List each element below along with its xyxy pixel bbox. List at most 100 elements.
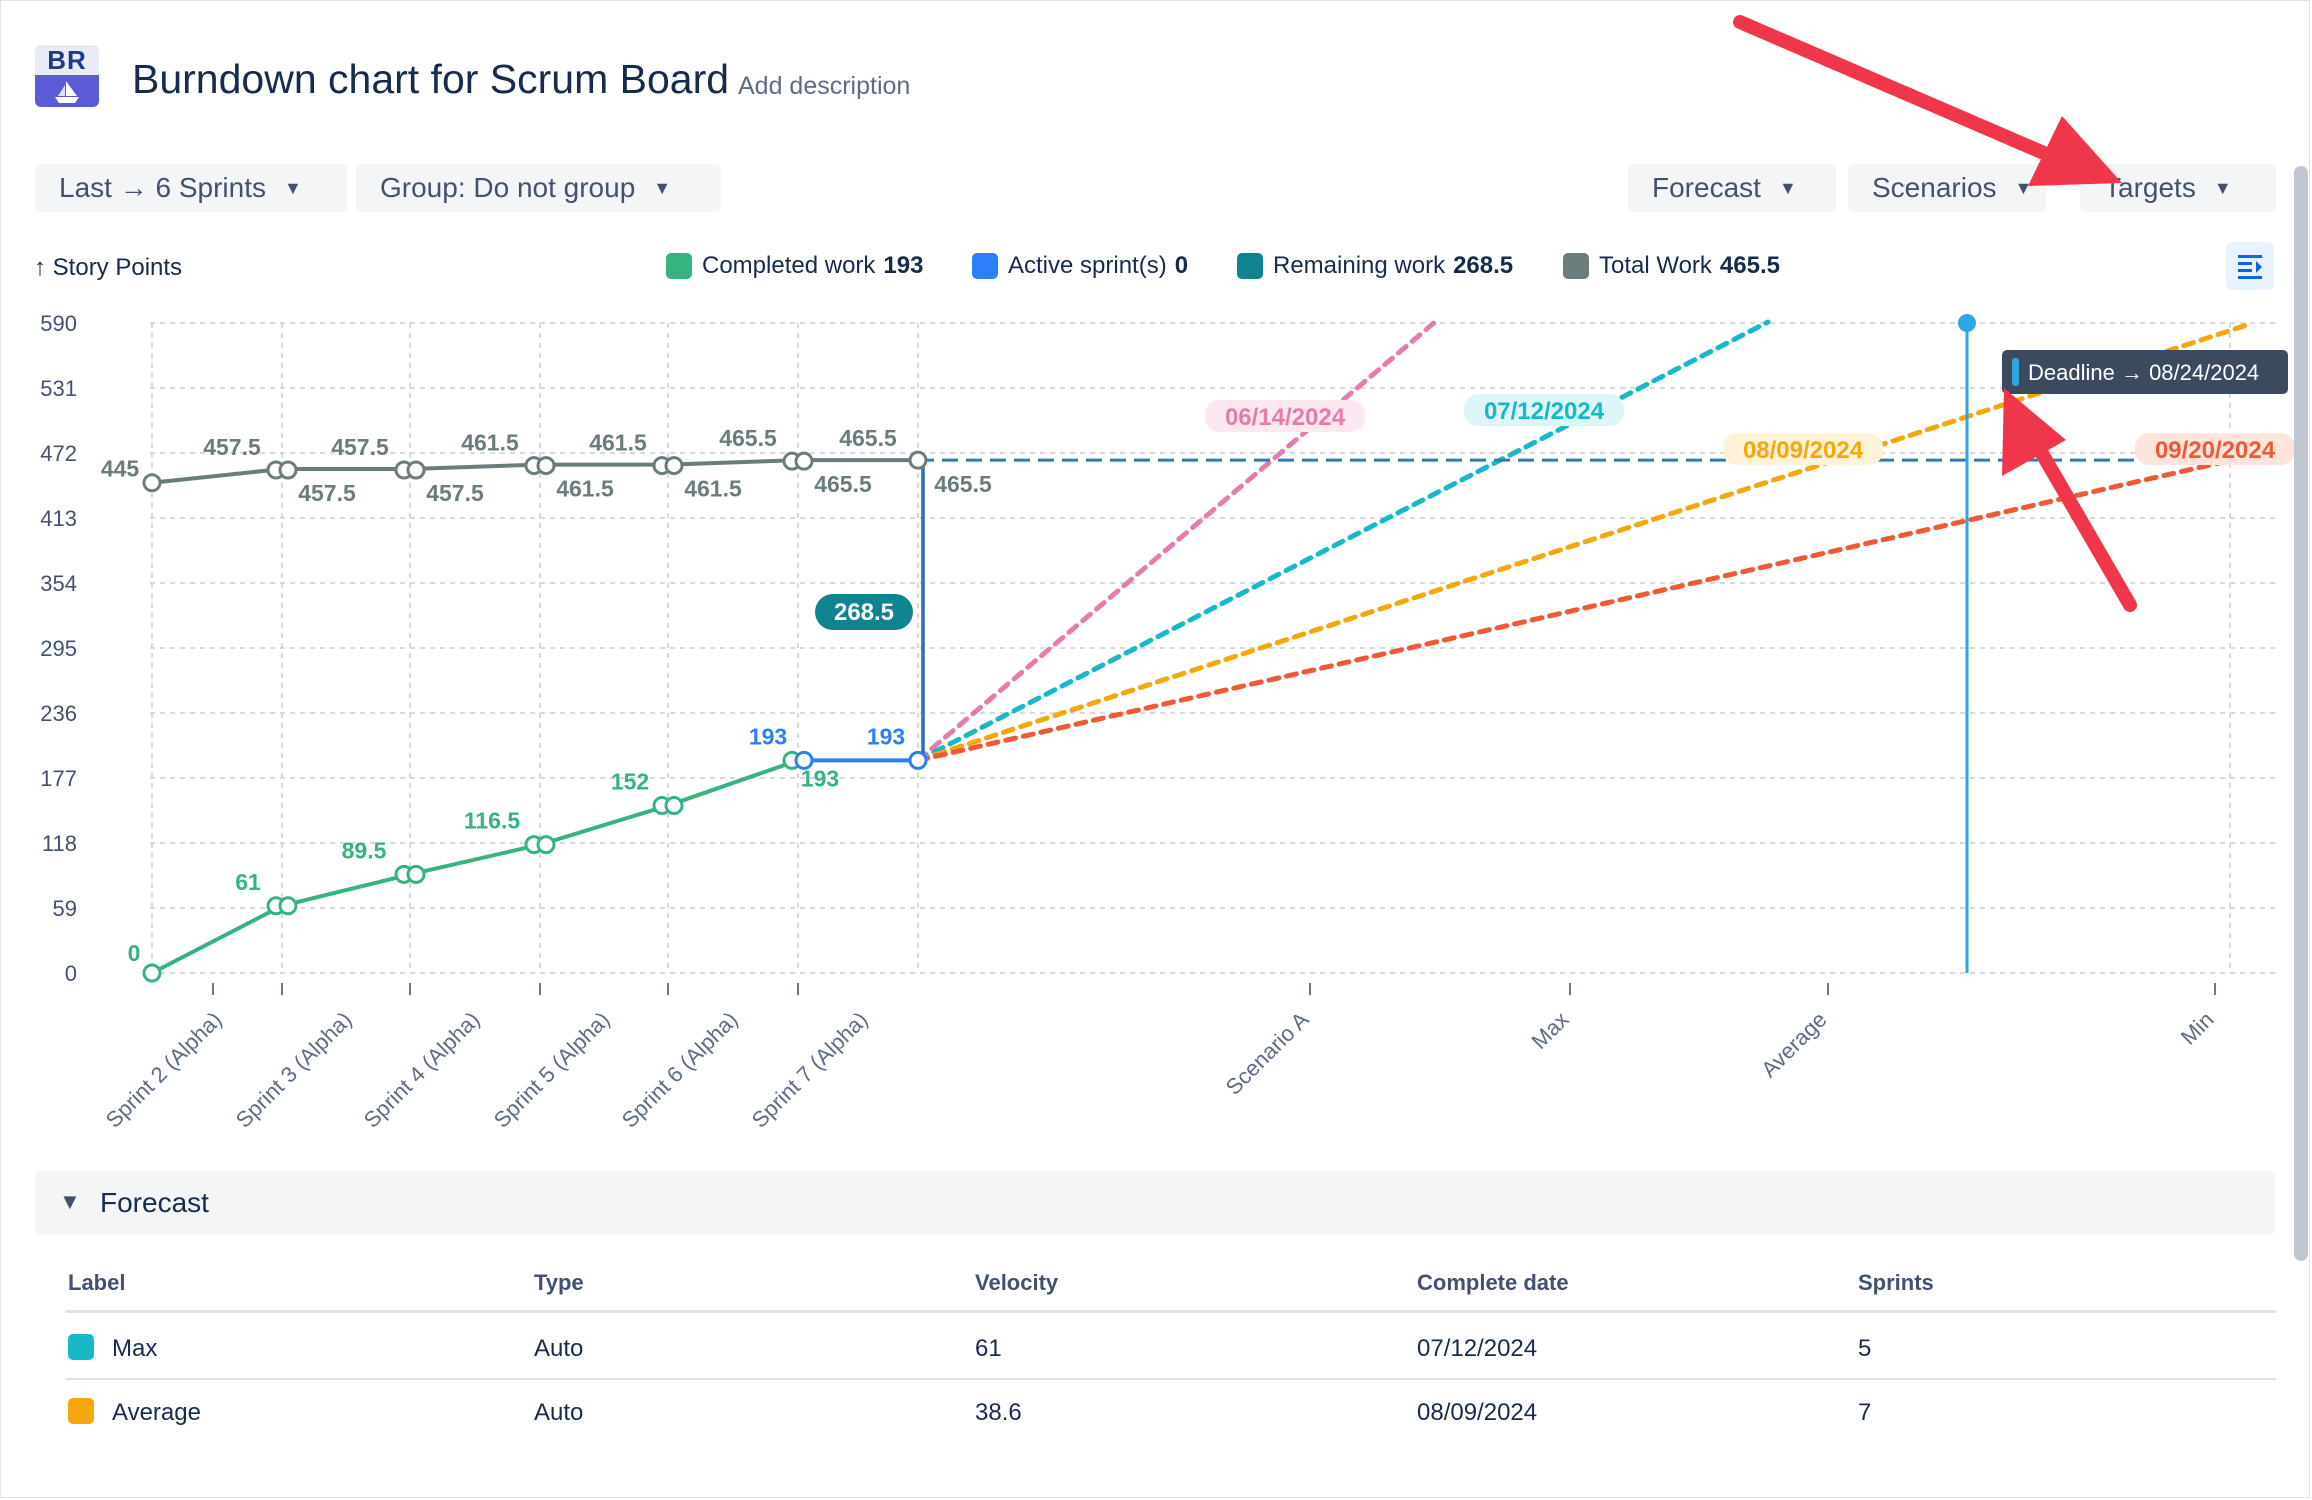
forecast-date-pill [1464,394,1624,426]
legend-label: Completed work [702,252,876,279]
completed-work-point [794,750,814,770]
forecast-line-3 [915,446,2283,763]
deadline-marker [1958,314,1976,332]
legend-swatch [1563,253,1589,279]
total-work-point [278,460,298,480]
total-work-data-label: 461.5 [684,476,742,502]
chevron-down-icon: ▼ [2213,177,2232,198]
y-tick-label: 413 [40,506,77,531]
y-tick-label: 531 [40,376,77,401]
legend-swatch [972,253,998,279]
forecast-section-title: Forecast [100,1187,209,1218]
page-title: Burndown chart for Scrum Board [132,56,730,102]
y-tick-label: 354 [40,571,77,596]
deadline-tooltip-marker [2012,358,2019,386]
legend-swatch [666,253,692,279]
total-work-data-label: 457.5 [203,434,261,460]
column-header-type: Type [534,1270,584,1295]
completed-work-data-label: 193 [801,765,839,791]
sprint-range-dropdown[interactable]: Last → 6 Sprints ▼ [35,164,347,212]
y-tick-label: 118 [42,831,77,856]
deadline-tooltip-label: Deadline → 08/24/2024 [2028,360,2259,385]
y-tick-label: 295 [40,636,77,661]
total-work-data-label: 465.5 [839,425,897,451]
total-work-data-label: 457.5 [426,480,484,506]
completed-work-data-label: 89.5 [342,837,387,863]
completed-work-point [278,896,298,916]
forecast-date-label: 08/09/2024 [1743,437,1864,464]
total-work-point [908,450,928,470]
list-collapse-icon [2238,255,2262,279]
legend-swatch [1237,253,1263,279]
total-work-data-label: 465.5 [814,471,872,497]
legend-value: 268.5 [1453,252,1514,279]
table-header-divider [66,1310,2276,1313]
sprint-range-label: Last → 6 Sprints [59,172,266,203]
chevron-down-icon: ▼ [59,1189,81,1214]
y-tick-label: 236 [40,701,77,726]
forecast-date-label: 06/14/2024 [1225,404,1346,431]
toggle-table-button[interactable] [2226,242,2274,290]
forecast-dropdown[interactable]: Forecast ▼ [1628,164,1836,212]
row-velocity: 61 [975,1335,1002,1362]
group-dropdown[interactable]: Group: Do not group ▼ [356,164,721,212]
logo-ship-icon [35,75,99,107]
row-type: Auto [534,1335,584,1362]
completed-work-data-label: 152 [611,769,649,795]
legend-value: 465.5 [1719,252,1780,279]
row-color-swatch [68,1334,94,1360]
forecast-line-0 [915,319,1438,763]
row-label: Max [112,1335,158,1362]
legend-remaining[interactable]: Remaining work 268.5 [1237,252,1513,280]
row-sprints: 5 [1858,1335,1872,1362]
forecast-date-pill [2135,433,2295,465]
row-color-swatch [68,1398,94,1424]
forecast-date-pill [1205,400,1365,432]
forecast-date-pill [1723,433,1883,465]
forecast-date-label: 07/12/2024 [1484,398,1605,425]
add-description-link[interactable]: Add description [738,72,911,100]
y-tick-label: 472 [40,441,77,466]
total-work-data-label: 461.5 [589,430,647,456]
targets-dropdown[interactable]: Targets ▼ [2080,164,2276,212]
total-work-point [142,473,162,493]
total-work-data-label: 461.5 [556,476,614,502]
vertical-scrollbar[interactable] [2294,166,2308,1261]
chevron-down-icon: ▼ [1778,177,1797,198]
completed-work-point [142,963,162,983]
legend-label: Total Work [1599,252,1712,279]
remaining-work-pill [815,594,913,630]
legend-total[interactable]: Total Work 465.5 [1563,252,1780,280]
annotation-arrow-targets [1733,15,2122,186]
row-type: Auto [534,1399,584,1426]
y-tick-label: 59 [53,896,77,921]
legend-label: Remaining work [1273,252,1446,279]
forecast-line-1 [915,319,1771,763]
legend-active[interactable]: Active sprint(s) 0 [972,252,1188,280]
column-header-complete-date: Complete date [1417,1270,1569,1295]
legend-completed[interactable]: Completed work 193 [666,252,923,280]
chevron-down-icon: ▼ [2014,177,2033,198]
scenarios-dropdown[interactable]: Scenarios ▼ [1848,164,2046,212]
total-work-data-label: 457.5 [298,480,356,506]
total-work-data-label: 445 [101,456,140,482]
total-work-data-label: 465.5 [934,471,992,497]
completed-work-data-label: 193 [749,723,787,749]
total-work-data-label: 461.5 [461,430,519,456]
remaining-work-label: 268.5 [834,599,894,626]
row-label: Average [112,1399,201,1426]
total-work-point [794,451,814,471]
forecast-section-header[interactable]: ▼ Forecast [35,1171,2275,1235]
completed-work-point [908,750,928,770]
row-divider [66,1378,2276,1380]
completed-work-point [536,835,556,855]
y-tick-label: 0 [65,961,77,986]
total-work-data-label: 465.5 [719,425,777,451]
chevron-down-icon: ▼ [283,177,302,198]
completed-work-line [151,758,799,975]
group-label: Group: Do not group [380,172,636,203]
total-work-data-label: 457.5 [331,434,389,460]
